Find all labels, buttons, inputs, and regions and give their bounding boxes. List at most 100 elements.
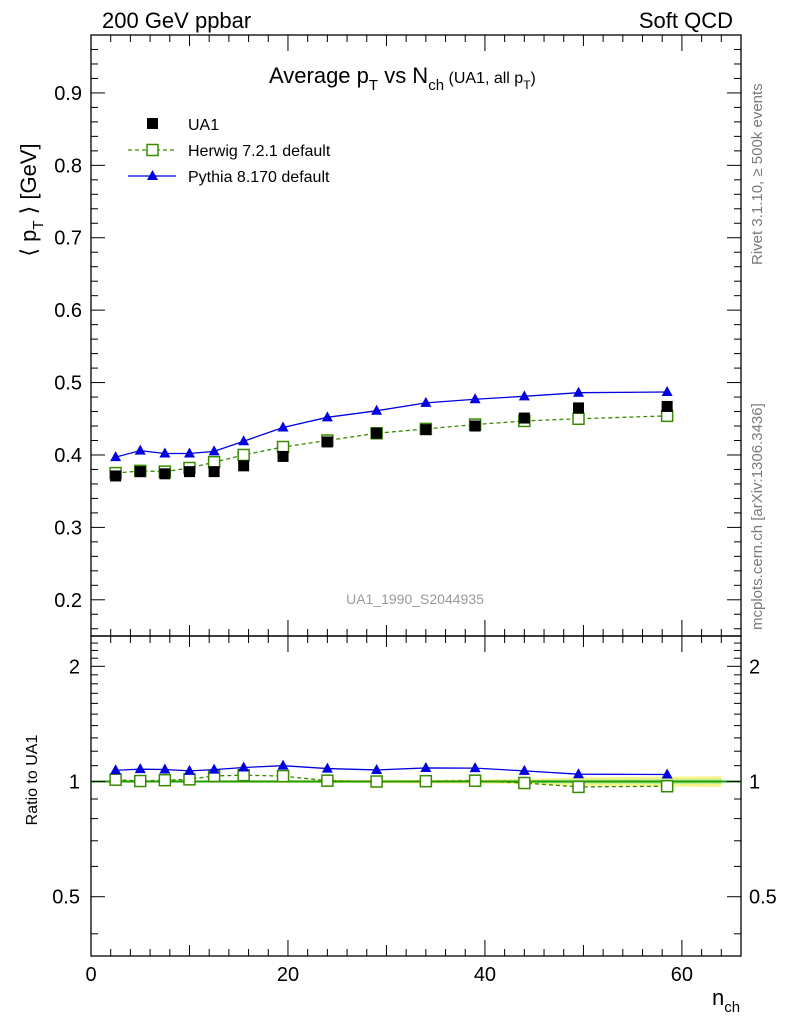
- ratio-herwig-line: [115, 774, 668, 788]
- ratio-herwig-point: [321, 774, 334, 787]
- main-y-tick-label: 0.9: [54, 83, 82, 105]
- axis-ticks: 0.2 0.3 0.4 0.5 0.6 0.7 0.8 0.9 0 20 40 60 0.5 0.5 1 1 2…: [52, 35, 777, 986]
- main-ua1-point: [518, 412, 530, 424]
- x-tick-label: 20: [277, 964, 299, 986]
- main-ua1-point: [159, 468, 171, 480]
- x-tick-label: 40: [474, 964, 496, 986]
- main-pythia-point: [469, 393, 481, 404]
- ratio-y-tick-label-right: 1: [749, 772, 760, 794]
- ratio-y-tick-label: 0.5: [52, 887, 80, 909]
- ratio-herwig-point: [660, 779, 674, 793]
- ratio-pythia-line: [115, 765, 668, 776]
- ratio-herwig-point: [419, 774, 433, 788]
- main-y-tick-label: 0.2: [54, 590, 82, 612]
- ratio-y-tick-label: 2: [69, 656, 80, 678]
- chart-title: Average pT vs Nch (UA1, all pT): [269, 63, 536, 94]
- x-tick-label: 60: [671, 964, 693, 986]
- main-ua1-point: [134, 466, 146, 478]
- ratio-pythia-point: [518, 764, 530, 775]
- ratio-y-tick-label-right: 0.5: [749, 887, 777, 909]
- ratio-pythia-point: [238, 761, 250, 772]
- main-ua1-point: [208, 466, 220, 478]
- ratio-pythia-point: [420, 761, 432, 772]
- header-left-label: 200 GeV ppbar: [102, 8, 251, 33]
- legend-pythia-label: Pythia 8.170 default: [188, 169, 330, 186]
- ratio-herwig-point: [133, 774, 147, 788]
- main-pythia-point: [573, 386, 584, 397]
- main-y-tick-label: 0.4: [54, 445, 82, 467]
- ratio-herwig-point: [518, 776, 531, 790]
- ratio-pythia-point: [469, 762, 481, 773]
- main-herwig-point: [660, 409, 674, 423]
- main-pythia-point: [420, 396, 432, 407]
- legend-herwig-label: Herwig 7.2.1 default: [188, 143, 331, 160]
- ratio-panel-frame: [90, 635, 742, 957]
- main-ua1-point: [371, 427, 383, 439]
- rivet-label: Rivet 3.1.10, ≥ 500k events: [749, 83, 766, 265]
- ratio-herwig-point: [183, 773, 196, 786]
- main-y-tick-label: 0.5: [54, 373, 82, 395]
- ratio-pythia-point: [371, 763, 383, 774]
- ratio-pythia-point: [110, 764, 122, 775]
- legend: UA1 Herwig 7.2.1 default Pythia 8.170 de…: [128, 117, 331, 186]
- ratio-y-tick-label: 1: [69, 772, 80, 794]
- ratio-herwig-point: [109, 773, 122, 786]
- main-ua1-point: [661, 400, 673, 412]
- main-pythia-point: [371, 404, 383, 415]
- header-right-label: Soft QCD: [639, 8, 733, 33]
- main-y-tick-label: 0.6: [54, 300, 82, 322]
- main-pythia-point: [159, 447, 171, 458]
- main-pythia-point: [518, 390, 530, 401]
- main-pythia-point: [110, 451, 122, 462]
- main-herwig-point: [207, 455, 221, 469]
- legend-herwig-marker: [146, 143, 159, 157]
- series-marks: [109, 385, 674, 794]
- legend-pythia-marker: [147, 170, 158, 180]
- ratio-herwig-point: [276, 769, 290, 783]
- main-ua1-point: [183, 466, 195, 478]
- ratio-pythia-point: [573, 768, 584, 779]
- main-pythia-point: [321, 411, 333, 422]
- main-herwig-point: [572, 412, 585, 426]
- main-ua1-point: [238, 460, 250, 472]
- main-pythia-point: [277, 421, 289, 432]
- ratio-pythia-point: [661, 768, 673, 779]
- ratio-pythia-point: [321, 762, 333, 773]
- ratio-pythia-point: [159, 763, 171, 774]
- main-ua1-point: [420, 424, 432, 436]
- main-pythia-line: [115, 391, 668, 458]
- main-ua1-point: [573, 402, 584, 414]
- ratio-pythia-point: [277, 759, 289, 770]
- ratio-herwig-point: [370, 775, 383, 788]
- legend-ua1-marker: [147, 118, 158, 129]
- main-ua1-point: [277, 450, 289, 462]
- main-herwig-point: [276, 440, 290, 454]
- main-y-axis-label: ⟨ pT ⟩ [GeV]: [16, 143, 47, 256]
- ratio-herwig-point: [468, 774, 482, 787]
- x-axis-label: nch: [712, 985, 740, 1016]
- main-y-tick-label: 0.8: [54, 155, 82, 177]
- ratio-pythia-point: [208, 763, 220, 774]
- ratio-y-axis-label: Ratio to UA1: [24, 735, 41, 826]
- main-herwig-line: [115, 415, 668, 474]
- mcplots-label: mcplots.cern.ch [arXiv:1306.3436]: [749, 403, 766, 630]
- main-pythia-point: [183, 447, 195, 458]
- ratio-y-tick-label-right: 2: [749, 656, 760, 678]
- main-herwig-point: [237, 448, 250, 462]
- main-pythia-point: [238, 435, 250, 446]
- ratio-herwig-point: [158, 773, 172, 787]
- x-tick-label: 0: [85, 964, 96, 986]
- main-ua1-point: [469, 420, 481, 432]
- main-ua1-point: [110, 470, 122, 482]
- main-ua1-point: [321, 436, 333, 448]
- legend-ua1-label: UA1: [188, 117, 219, 134]
- ratio-pythia-point: [134, 763, 146, 774]
- main-pythia-point: [661, 385, 673, 396]
- main-y-tick-label: 0.3: [54, 517, 82, 539]
- ratio-herwig-point: [572, 780, 585, 794]
- main-pythia-point: [134, 444, 146, 455]
- ratio-pythia-point: [183, 764, 195, 775]
- main-y-tick-label: 0.7: [54, 228, 82, 250]
- main-pythia-point: [208, 445, 220, 456]
